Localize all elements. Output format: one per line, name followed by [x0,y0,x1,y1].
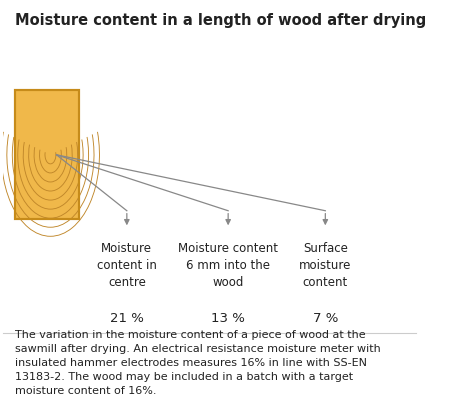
Text: Surface
moisture
content: Surface moisture content [299,242,352,289]
Text: Moisture
content in
centre: Moisture content in centre [97,242,157,289]
Text: Moisture content in a length of wood after drying: Moisture content in a length of wood aft… [15,13,427,28]
Text: 13 %: 13 % [211,312,245,325]
Bar [15,90,79,219]
Text: Moisture content
6 mm into the
wood: Moisture content 6 mm into the wood [178,242,278,289]
Text: 7 %: 7 % [313,312,338,325]
Text: The variation in the moisture content of a piece of wood at the
sawmill after dr: The variation in the moisture content of… [15,330,381,395]
Bar [15,90,79,219]
Text: 21 %: 21 % [110,312,144,325]
